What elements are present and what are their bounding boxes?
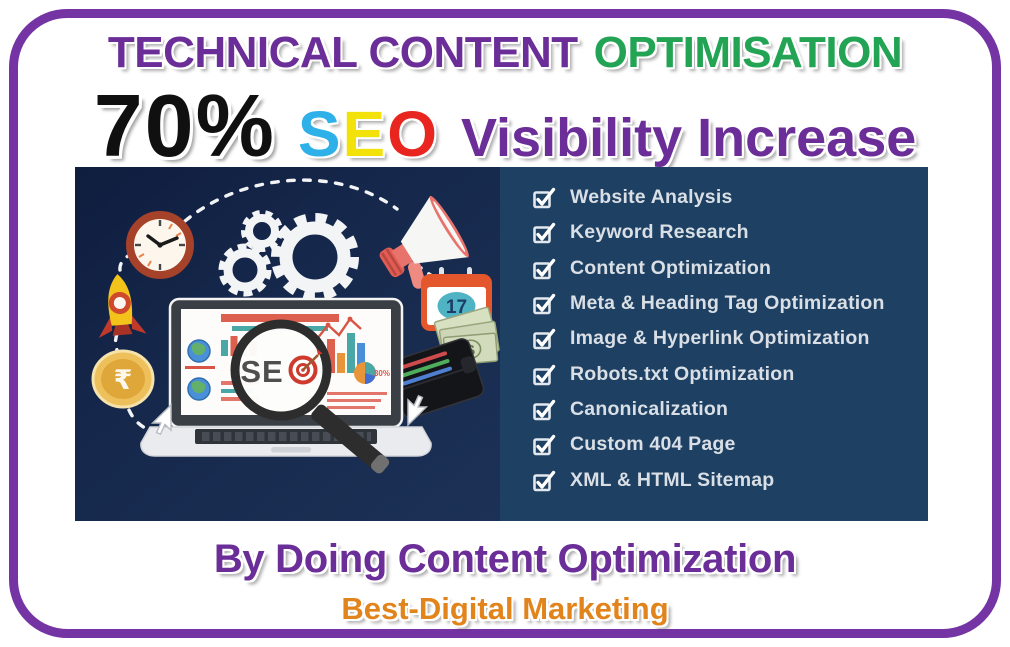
checkbox-checked-icon <box>533 364 556 385</box>
checkbox-checked-icon <box>533 293 556 315</box>
rupee-coin-icon: ₹ <box>91 349 155 409</box>
checklist-item-label: Custom 404 Page <box>570 433 736 456</box>
checkbox-checked-icon <box>533 223 556 244</box>
magnifier-seo-icon: SE <box>230 319 390 474</box>
title-part-purple: TECHNICAL CONTENT <box>107 28 578 77</box>
target-o-icon <box>288 348 323 385</box>
seo-banner-panel: ₹ <box>75 167 928 521</box>
pie-percent-label: 30% <box>374 369 390 378</box>
checklist-background <box>500 167 928 521</box>
checklist-item: Website Analysis <box>532 180 885 215</box>
seo-checklist: Website Analysis Keyword Research Conten… <box>532 180 885 498</box>
checklist-item: Content Optimization <box>532 251 885 286</box>
checkbox-checked-icon <box>533 435 556 456</box>
wallet-money-icon: $ <box>388 306 500 419</box>
seo-letter-e: E <box>342 98 388 170</box>
megaphone-icon <box>379 195 469 289</box>
brand-name: Best-Digital Marketing <box>341 591 669 626</box>
checklist-item-label: Content Optimization <box>570 256 772 279</box>
checklist-item-label: Canonicalization <box>570 397 729 420</box>
checklist-item: Canonicalization <box>532 392 885 427</box>
checkbox-checked-icon <box>533 329 556 350</box>
cursor-arrow-down-left-icon <box>407 394 429 427</box>
checklist-item-label: Meta & Heading Tag Optimization <box>570 292 885 315</box>
checklist-item-label: Keyword Research <box>570 221 749 244</box>
seo-illustration: ₹ <box>91 178 500 474</box>
title-part-green: OPTIMISATION <box>593 28 903 77</box>
cursor-arrow-up-right-icon <box>150 403 172 436</box>
clock-icon <box>126 211 194 279</box>
page-title: TECHNICAL CONTENT OPTIMISATION <box>0 31 1010 75</box>
checkbox-checked-icon <box>533 258 556 280</box>
checklist-item: Custom 404 Page <box>532 427 885 462</box>
headline-percent: 70% <box>93 76 276 175</box>
calendar-day-label: 17 <box>446 297 467 318</box>
headline: 70% SEO Visibility Increase <box>0 82 1010 170</box>
checklist-item-label: Website Analysis <box>570 186 733 209</box>
rocket-icon <box>98 274 147 338</box>
checklist-item: Image & Hyperlink Optimization <box>532 321 885 356</box>
checklist-item-label: Image & Hyperlink Optimization <box>570 327 870 350</box>
checklist-item: Robots.txt Optimization <box>532 356 885 391</box>
magnifier-seo-label: SE <box>240 354 283 389</box>
gears-icon <box>218 210 359 301</box>
headline-seo-word: SEO <box>298 102 439 166</box>
checklist-item: XML & HTML Sitemap <box>532 462 885 497</box>
checklist-item: Keyword Research <box>532 215 885 250</box>
checkbox-checked-icon <box>533 399 556 421</box>
checklist-item-label: XML & HTML Sitemap <box>570 468 775 491</box>
seo-letter-o: O <box>387 98 440 170</box>
checkbox-checked-icon <box>533 470 556 491</box>
rupee-symbol: ₹ <box>114 365 133 396</box>
checklist-item: Meta & Heading Tag Optimization <box>532 286 885 321</box>
headline-suffix: Visibility Increase <box>461 108 917 168</box>
checkbox-checked-icon <box>533 187 556 209</box>
footer-caption: By Doing Content Optimization <box>213 537 797 581</box>
checklist-item-label: Robots.txt Optimization <box>570 362 795 385</box>
seo-letter-s: S <box>297 98 343 170</box>
